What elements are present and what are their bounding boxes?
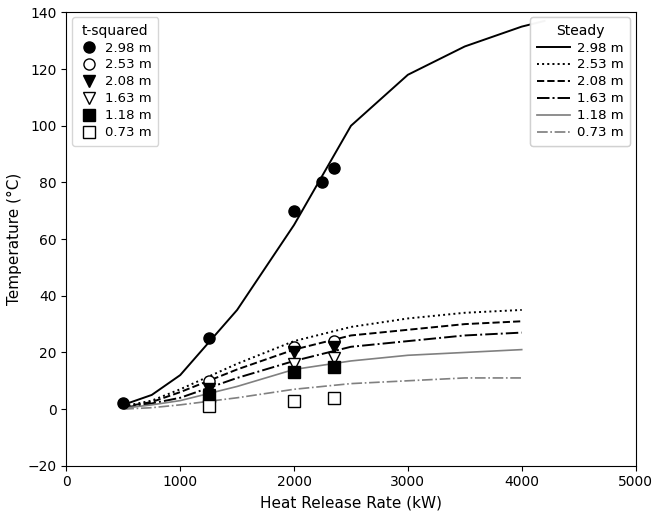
Y-axis label: Temperature (°C): Temperature (°C) [7, 173, 22, 305]
Legend: 2.98 m, 2.53 m, 2.08 m, 1.63 m, 1.18 m, 0.73 m: 2.98 m, 2.53 m, 2.08 m, 1.63 m, 1.18 m, … [531, 17, 630, 146]
X-axis label: Heat Release Rate (kW): Heat Release Rate (kW) [260, 495, 442, 510]
